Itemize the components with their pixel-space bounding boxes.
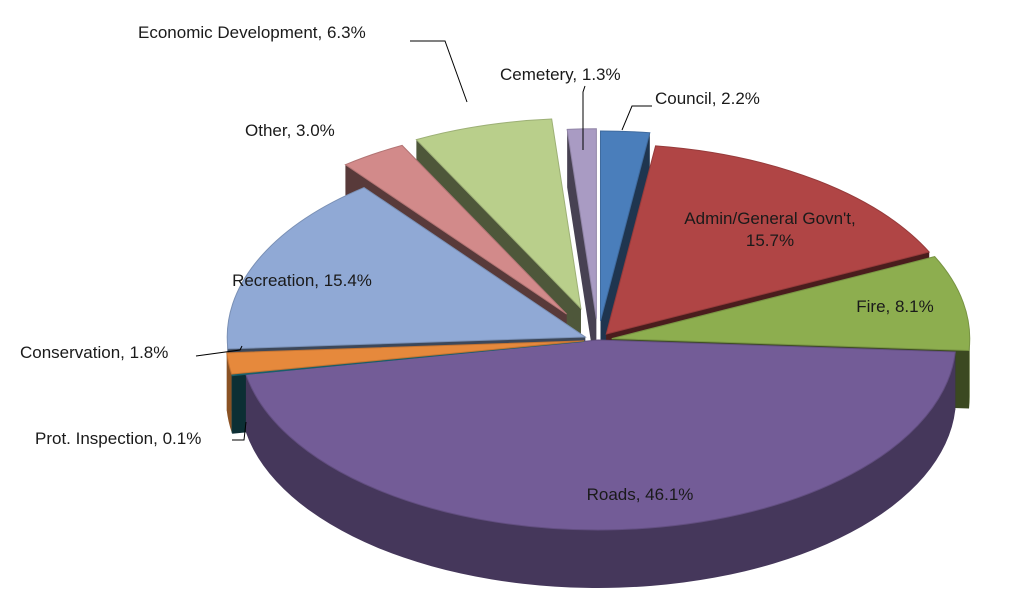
leader-line-economic-development xyxy=(410,40,468,103)
slice-side-fire xyxy=(969,338,970,409)
slice-recreation xyxy=(226,187,587,350)
label-line: Fire, 8.1% xyxy=(856,297,933,316)
label-line: Admin/General Govn't, xyxy=(684,209,855,228)
slice-roads xyxy=(245,339,956,531)
slice-labels: Council, 2.2% Admin/General Govn't, 15.7% F… xyxy=(20,23,934,504)
label-line: Cemetery, 1.3% xyxy=(500,65,621,84)
slice-economic-development xyxy=(415,118,582,310)
label-line: Economic Development, 6.3% xyxy=(138,23,366,42)
label-recreation: Recreation, 15.4% xyxy=(232,271,372,290)
label-line: Other, 3.0% xyxy=(245,121,335,140)
leader-line-conservation xyxy=(195,345,243,357)
leader-line-council xyxy=(621,105,652,131)
label-cemetery: Cemetery, 1.3% xyxy=(500,65,621,84)
label-council: Council, 2.2% xyxy=(655,89,760,108)
label-line: Prot. Inspection, 0.1% xyxy=(35,429,201,448)
label-other: Other, 3.0% xyxy=(245,121,335,140)
slice-conservation xyxy=(226,340,585,375)
label-line: Conservation, 1.8% xyxy=(20,343,168,362)
leader-line-cemetery xyxy=(582,85,586,150)
label-economic-development: Economic Development, 6.3% xyxy=(138,23,366,42)
leader-line-prot-inspection xyxy=(232,421,247,441)
slice-side-conservation xyxy=(226,352,232,433)
leader-lines xyxy=(195,40,652,441)
slice-fire xyxy=(611,256,971,352)
slice-council xyxy=(599,130,651,322)
label-conservation: Conservation, 1.8% xyxy=(20,343,168,362)
slice-other xyxy=(344,144,567,315)
label-line: Recreation, 15.4% xyxy=(232,271,372,290)
pie-tops xyxy=(226,118,971,531)
slice-admin-general-govn-t xyxy=(605,145,931,335)
label-roads: Roads, 46.1% xyxy=(587,485,694,504)
label-fire: Fire, 8.1% xyxy=(856,297,933,316)
label-line: Council, 2.2% xyxy=(655,89,760,108)
label-line: Roads, 46.1% xyxy=(587,485,694,504)
label-prot-inspection: Prot. Inspection, 0.1% xyxy=(35,429,201,448)
slice-side-roads xyxy=(245,351,956,588)
label-line: 15.7% xyxy=(746,231,794,250)
slice-wall-cemetery-0 xyxy=(567,129,597,377)
slice-cemetery xyxy=(566,128,597,319)
label-admin-general-govn-t: Admin/General Govn't, 15.7% xyxy=(684,209,855,250)
